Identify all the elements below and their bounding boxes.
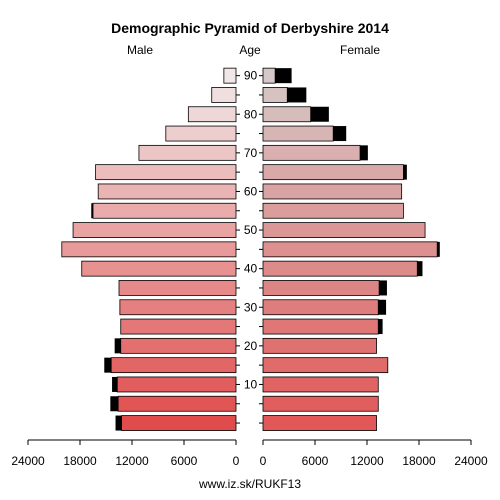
male-bar-80-84 [187, 106, 237, 123]
age-tick-label: 30 [244, 300, 258, 314]
female-bar-70-74 [262, 144, 361, 161]
age-tick-label: 10 [244, 377, 258, 391]
female-bar-65-69 [262, 164, 404, 181]
female-bar-25-29 [262, 318, 379, 335]
female-bar-85-89 [262, 87, 288, 103]
chart-title: Demographic Pyramid of Derbyshire 2014 [111, 20, 389, 36]
male-bar-20-24 [120, 337, 237, 354]
age-tick-label: 50 [244, 223, 258, 237]
value-tick-label: 0 [260, 454, 267, 468]
value-axis: 24000 18000 12000 6000 0 0 6000 12000 18000 24000 [11, 439, 488, 468]
male-bar-60-64 [97, 183, 237, 200]
male-bar-55-59 [92, 202, 237, 219]
male-excess-5-9 [110, 396, 119, 412]
female-bar-20-24 [262, 337, 377, 354]
value-tick-label: 18000 [402, 454, 436, 468]
female-excess-90+ [275, 68, 292, 84]
male-bar-40-44 [81, 260, 237, 277]
female-bar-90+ [262, 67, 276, 84]
female-bar-0-4 [262, 415, 377, 431]
male-excess-55-59 [91, 203, 93, 219]
female-bar-15-19 [262, 357, 389, 374]
value-tick-label: 12000 [350, 454, 384, 468]
value-tick-label: 24000 [11, 454, 45, 468]
female-bar-60-64 [262, 183, 403, 200]
male-bar-70-74 [138, 144, 237, 161]
male-bar-90+ [223, 67, 237, 84]
female-excess-35-39 [379, 280, 387, 296]
female-bar-50-54 [262, 222, 426, 238]
male-bar-85-89 [211, 87, 237, 103]
male-excess-20-24 [114, 338, 121, 354]
female-excess-25-29 [378, 319, 383, 335]
source-caption: www.iz.sk/RUKF13 [198, 477, 301, 491]
female-bar-35-39 [262, 280, 380, 296]
age-header: Age [239, 43, 261, 57]
female-excess-75-79 [333, 126, 347, 142]
value-tick-label: 18000 [63, 454, 97, 468]
female-excess-40-44 [417, 261, 423, 277]
male-excess-0-4 [115, 415, 122, 431]
female-bar-10-14 [262, 376, 379, 393]
male-bars [61, 67, 237, 431]
female-bar-75-79 [262, 125, 334, 142]
male-bar-25-29 [120, 318, 237, 335]
female-excess-45-49 [437, 241, 440, 257]
value-tick-label: 0 [233, 454, 240, 468]
female-header: Female [340, 43, 380, 57]
value-tick-label: 12000 [115, 454, 149, 468]
age-axis: 10 20 30 40 50 60 70 80 90 [236, 69, 263, 424]
female-bar-80-84 [262, 106, 312, 123]
age-tick-label: 60 [244, 184, 258, 198]
female-excess-30-34 [378, 299, 387, 315]
male-bar-15-19 [110, 357, 237, 374]
age-tick-label: 40 [244, 262, 258, 276]
female-excess-80-84 [310, 106, 329, 122]
age-tick-label: 70 [244, 146, 258, 160]
female-bars [262, 67, 440, 431]
female-excess-65-69 [403, 164, 407, 180]
male-bar-45-49 [61, 241, 237, 258]
male-bar-75-79 [165, 125, 237, 142]
age-tick-label: 20 [244, 339, 258, 353]
female-excess-70-74 [360, 145, 368, 161]
female-bar-40-44 [262, 260, 418, 277]
female-bar-45-49 [262, 241, 438, 258]
male-bar-10-14 [116, 376, 237, 393]
age-tick-label: 90 [244, 69, 258, 83]
male-bar-35-39 [118, 280, 237, 296]
age-tick-label: 80 [244, 107, 258, 121]
male-bar-65-69 [95, 164, 237, 181]
value-tick-label: 6000 [171, 454, 198, 468]
male-bar-0-4 [121, 415, 237, 431]
male-header: Male [127, 43, 153, 57]
value-tick-label: 24000 [454, 454, 488, 468]
female-bar-30-34 [262, 299, 379, 316]
male-excess-15-19 [104, 357, 112, 373]
male-bar-5-9 [117, 395, 237, 412]
female-bar-5-9 [262, 395, 379, 412]
male-bar-30-34 [119, 299, 237, 316]
male-excess-10-14 [112, 376, 118, 392]
female-excess-85-89 [287, 87, 307, 103]
value-tick-label: 6000 [302, 454, 329, 468]
female-bar-55-59 [262, 202, 404, 219]
male-bar-50-54 [72, 222, 237, 238]
